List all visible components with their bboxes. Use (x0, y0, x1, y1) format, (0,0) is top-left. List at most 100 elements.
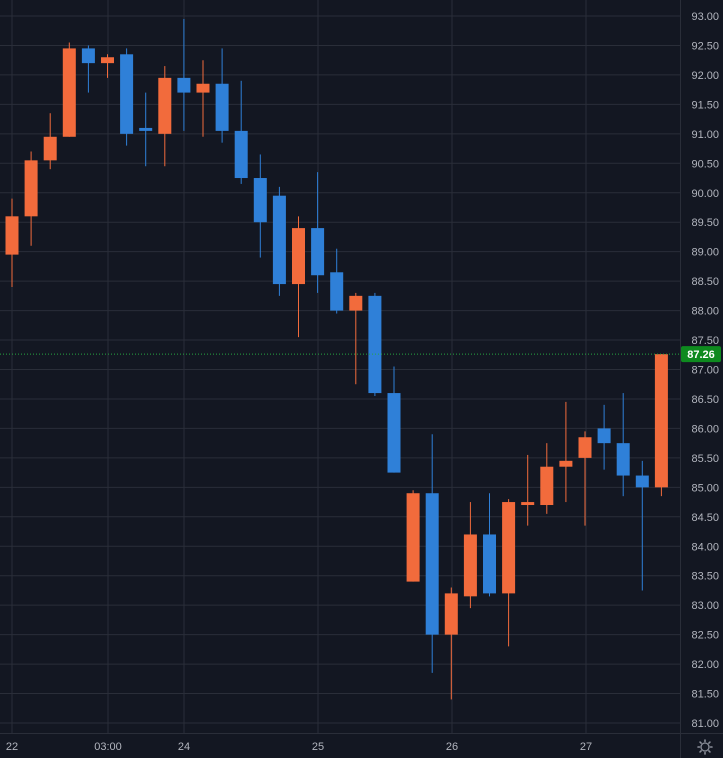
candle-down[interactable] (616, 393, 630, 497)
x-tick-label: 03:00 (94, 741, 122, 753)
candle-body (43, 136, 57, 161)
candle-down[interactable] (597, 404, 611, 470)
candle-down[interactable] (253, 154, 267, 258)
candle-up[interactable] (444, 587, 458, 700)
candle-body (406, 493, 420, 582)
candle-down[interactable] (272, 186, 286, 296)
candle-body (444, 593, 458, 635)
candle-up[interactable] (24, 151, 38, 246)
candle-down[interactable] (368, 292, 382, 397)
candle-up[interactable] (463, 502, 477, 609)
x-tick-label: 24 (178, 741, 190, 753)
candle-body (559, 460, 573, 467)
candle-down[interactable] (234, 80, 248, 184)
candle-body (349, 295, 363, 311)
candle-body (521, 502, 535, 506)
time-axis[interactable]: 22 03:00 24 25 26 27 (6, 741, 592, 753)
candle-down[interactable] (139, 92, 153, 167)
y-tick-label: 89.50 (691, 217, 719, 229)
candle-body (5, 216, 19, 255)
candle-body (234, 130, 248, 179)
candle-down[interactable] (81, 45, 95, 93)
candle-body (330, 272, 344, 311)
candle-down[interactable] (311, 172, 325, 293)
candle-body (177, 77, 191, 93)
candle-down[interactable] (483, 493, 496, 597)
candle-down[interactable] (120, 48, 134, 146)
candle-down[interactable] (330, 248, 344, 314)
y-tick-label: 85.00 (691, 482, 719, 494)
y-tick-label: 83.00 (691, 600, 719, 612)
candle-up[interactable] (540, 443, 554, 514)
y-tick-label: 81.50 (691, 689, 719, 701)
candle-body (62, 48, 76, 137)
y-tick-label: 81.00 (691, 718, 719, 730)
last-price-tag: 87.26 (681, 346, 721, 363)
candle-up[interactable] (406, 490, 420, 582)
candle-up[interactable] (521, 454, 535, 526)
candle-up[interactable] (502, 499, 516, 647)
candle-body (292, 228, 305, 285)
candle-up[interactable] (62, 42, 76, 137)
candle-down[interactable] (425, 434, 439, 673)
candle-body (540, 466, 554, 506)
y-tick-label: 86.00 (691, 423, 719, 435)
candle-body (368, 295, 382, 394)
y-tick-label: 91.00 (691, 129, 719, 141)
candles (5, 18, 668, 700)
x-tick-label: 25 (312, 741, 324, 753)
candle-body (463, 534, 477, 597)
x-tick-label: 27 (580, 741, 592, 753)
candle-body (597, 428, 611, 444)
y-tick-label: 90.50 (691, 158, 719, 170)
candle-body (120, 54, 134, 134)
gear-icon[interactable] (697, 739, 713, 755)
y-tick-label: 84.50 (691, 512, 719, 524)
candle-body (24, 160, 38, 217)
y-tick-label: 87.00 (691, 365, 719, 377)
candle-body (81, 48, 95, 64)
candle-up[interactable] (349, 292, 363, 385)
y-tick-label: 86.50 (691, 394, 719, 406)
candle-body (616, 443, 630, 476)
y-tick-label: 84.00 (691, 541, 719, 553)
x-tick-label: 26 (446, 741, 458, 753)
candle-body (502, 502, 516, 594)
y-tick-label: 83.50 (691, 571, 719, 583)
y-tick-label: 91.50 (691, 99, 719, 111)
candle-body (196, 83, 210, 93)
candle-body (215, 83, 229, 131)
y-tick-label: 82.50 (691, 630, 719, 642)
candle-up[interactable] (559, 401, 573, 503)
candle-up[interactable] (196, 60, 210, 137)
y-tick-label: 90.00 (691, 188, 719, 200)
candle-body (253, 178, 267, 223)
candle-up[interactable] (654, 354, 668, 497)
candle-up[interactable] (101, 54, 114, 78)
candle-down[interactable] (215, 48, 229, 143)
last-price-tag-background (681, 346, 721, 363)
y-tick-label: 93.00 (691, 11, 719, 23)
price-axis[interactable]: 93.00 92.50 92.00 91.50 91.00 90.50 90.00 89.50… (691, 11, 719, 730)
candle-body (387, 393, 401, 473)
last-price-tag-text: 87.26 (687, 349, 715, 361)
y-tick-label: 88.50 (691, 276, 719, 288)
candle-down[interactable] (387, 366, 401, 473)
candle-down[interactable] (177, 18, 191, 131)
candle-body (578, 437, 592, 458)
y-tick-label: 85.50 (691, 453, 719, 465)
candle-body (101, 57, 114, 64)
candle-up[interactable] (158, 66, 172, 167)
candle-up[interactable] (43, 113, 57, 170)
x-tick-label: 22 (6, 741, 18, 753)
candle-body (311, 228, 325, 276)
candle-body (654, 354, 668, 488)
candle-down[interactable] (635, 460, 649, 591)
candle-body (272, 195, 286, 285)
candle-up[interactable] (578, 431, 592, 526)
candle-up[interactable] (292, 216, 305, 338)
candle-up[interactable] (5, 198, 19, 288)
candle-body (425, 493, 439, 635)
candle-body (635, 475, 649, 488)
